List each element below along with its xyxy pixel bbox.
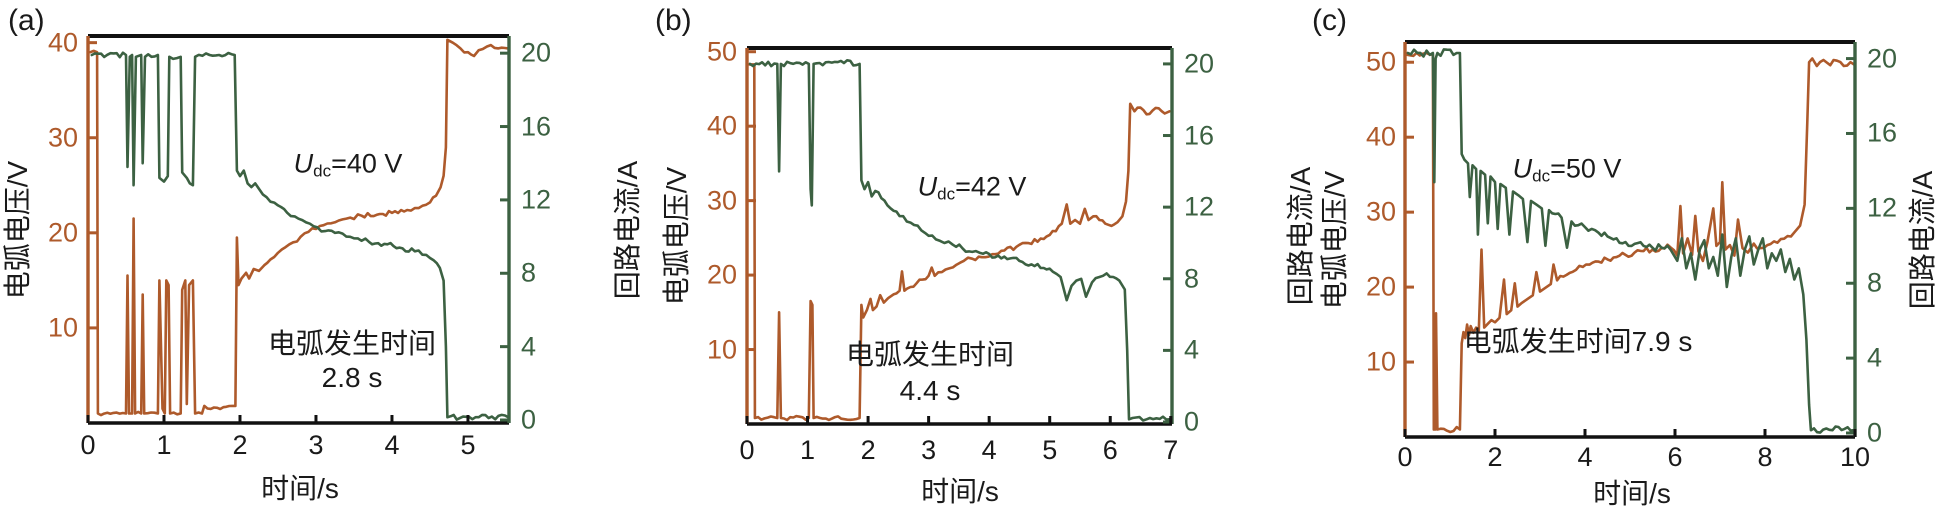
y-right-tick-label: 12 (521, 184, 552, 215)
y-left-tick-label: 30 (1365, 196, 1396, 227)
panel-b-arc-time-line1: 电弧发生时间 (845, 339, 1015, 370)
udc-symbol: U (917, 171, 938, 202)
panel-a-udc-annotation: Udc=40 V (293, 148, 403, 181)
udc-subscript: dc (937, 184, 956, 204)
panel-a-y-right-title: 回路电流/A (612, 160, 643, 300)
y-left-tick-label: 20 (1365, 271, 1396, 302)
y-left-tick-label: 40 (706, 110, 737, 141)
y-left-tick-label: 50 (706, 36, 737, 67)
y-right-tick-label: 0 (1184, 406, 1200, 437)
y-right-tick-label: 20 (1867, 43, 1898, 74)
y-left-tick-label: 50 (1365, 46, 1396, 77)
udc-value: =42 V (955, 171, 1027, 202)
y-right-tick-label: 16 (1184, 120, 1215, 151)
y-right-tick-label: 20 (1184, 48, 1215, 79)
x-tick-label: 4 (981, 435, 997, 465)
panel-b-label: (b) (655, 4, 692, 37)
x-tick-label: 4 (1577, 442, 1593, 472)
x-tick-label: 8 (1757, 442, 1773, 472)
y-left-tick-label: 40 (1365, 121, 1396, 152)
panel-c-label: (c) (1312, 4, 1347, 37)
x-tick-label: 2 (860, 435, 876, 465)
udc-subscript: dc (313, 161, 332, 181)
voltage-trace-a (89, 38, 510, 417)
y-right-tick-label: 16 (521, 111, 552, 142)
y-left-tick-label: 30 (706, 185, 737, 216)
voltage-trace-b (748, 63, 1171, 422)
y-right-tick-label: 12 (1184, 191, 1215, 222)
panel-a-arc-time-line2: 2.8 s (321, 362, 383, 393)
panel-b-udc-annotation: Udc=42 V (917, 171, 1027, 204)
x-tick-label: 4 (384, 430, 400, 460)
x-tick-label: 6 (1667, 442, 1683, 472)
y-right-tick-label: 16 (1867, 117, 1898, 148)
x-tick-label: 2 (1487, 442, 1503, 472)
current-trace-c (1406, 48, 1855, 434)
current-trace-a (90, 51, 510, 421)
x-tick-label: 0 (739, 435, 755, 465)
y-right-tick-label: 4 (1867, 342, 1883, 373)
panel-c-arc-time-line1: 电弧发生时间7.9 s (1463, 326, 1693, 357)
y-right-tick-label: 8 (1867, 267, 1883, 298)
y-right-tick-label: 8 (521, 257, 537, 288)
current-trace-b (748, 59, 1171, 422)
y-left-tick-label: 20 (47, 217, 78, 248)
panel-b-x-title: 时间/s (921, 476, 999, 507)
panel-a-x-title: 时间/s (261, 473, 339, 504)
x-tick-label: 0 (80, 430, 96, 460)
y-right-tick-label: 20 (521, 37, 552, 68)
panel-c-x-title: 时间/s (1593, 478, 1671, 509)
panel-b-y-left-title: 电弧电压/V (661, 166, 692, 306)
panel-c-y-right-title: 回路电流/A (1907, 170, 1938, 310)
x-tick-label: 1 (156, 430, 172, 460)
y-right-tick-label: 0 (521, 404, 537, 435)
y-left-tick-label: 40 (47, 27, 78, 58)
x-tick-label: 10 (1839, 442, 1871, 472)
panel-c-y-left-title: 电弧电压/V (1319, 170, 1350, 310)
x-tick-label: 3 (921, 435, 937, 465)
y-right-tick-label: 4 (521, 331, 537, 362)
udc-subscript: dc (1532, 166, 1551, 186)
y-left-tick-label: 30 (47, 122, 78, 153)
y-right-tick-label: 8 (1184, 263, 1200, 294)
y-left-tick-label: 10 (47, 312, 78, 343)
y-left-tick-label: 20 (706, 259, 737, 290)
x-tick-label: 5 (460, 430, 476, 460)
panel-a-label: (a) (8, 4, 45, 37)
panel-a-arc-time-line1: 电弧发生时间 (267, 328, 437, 359)
y-right-tick-label: 4 (1184, 334, 1200, 365)
udc-symbol: U (293, 148, 314, 179)
udc-value: =40 V (331, 148, 403, 179)
panel-a-y-left-title: 电弧电压/V (2, 160, 33, 300)
x-tick-label: 1 (800, 435, 816, 465)
y-left-tick-label: 10 (1365, 346, 1396, 377)
x-tick-label: 2 (232, 430, 248, 460)
voltage-trace-c (1405, 51, 1856, 434)
y-right-tick-label: 0 (1867, 417, 1883, 448)
x-tick-label: 5 (1042, 435, 1058, 465)
x-tick-label: 7 (1163, 435, 1179, 465)
y-left-tick-label: 10 (706, 334, 737, 365)
udc-symbol: U (1512, 153, 1533, 184)
x-tick-label: 6 (1102, 435, 1118, 465)
udc-value: =50 V (1550, 153, 1622, 184)
panel-c-udc-annotation: Udc=50 V (1512, 153, 1622, 186)
x-tick-label: 0 (1397, 442, 1413, 472)
panel-b-y-right-title: 回路电流/A (1285, 166, 1316, 306)
x-tick-label: 3 (308, 430, 324, 460)
y-right-tick-label: 12 (1867, 192, 1898, 223)
panel-b-arc-time-line2: 4.4 s (899, 375, 961, 406)
